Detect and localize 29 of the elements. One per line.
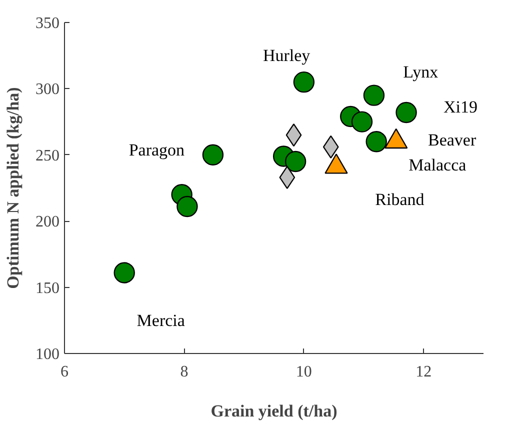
point: [176, 196, 198, 218]
annotation: Riband: [375, 190, 425, 210]
y-tick-label: 200: [36, 214, 60, 231]
y-tick-label: 300: [36, 81, 60, 98]
y-tick-label: 100: [36, 346, 60, 363]
x-axis-title: Grain yield (t/ha): [210, 402, 338, 420]
point: [114, 262, 135, 284]
annotation: Xi19: [443, 97, 478, 116]
point: [366, 131, 387, 152]
point: [351, 111, 373, 132]
annotation: Lynx: [403, 62, 439, 82]
annotation: Hurley: [262, 46, 311, 66]
y-tick-label: 150: [36, 280, 60, 297]
x-tick-label: 12: [416, 364, 432, 380]
x-tick-label: 10: [296, 364, 312, 380]
y-tick-label: 350: [36, 15, 60, 32]
x-tick-label: 6: [60, 364, 68, 380]
point: [284, 150, 306, 172]
annotation: Beaver: [428, 130, 476, 150]
annotation: Malacca: [408, 155, 467, 174]
point: [293, 72, 315, 93]
point: [202, 144, 224, 166]
point: [396, 102, 417, 124]
y-tick-label: 250: [36, 147, 60, 164]
annotation: Mercia: [136, 310, 186, 330]
y-axis-title: Optimum N applied (kg/ha): [4, 87, 22, 289]
x-tick-label: 8: [180, 364, 188, 380]
point: [363, 84, 385, 106]
annotation: Paragon: [128, 140, 186, 160]
